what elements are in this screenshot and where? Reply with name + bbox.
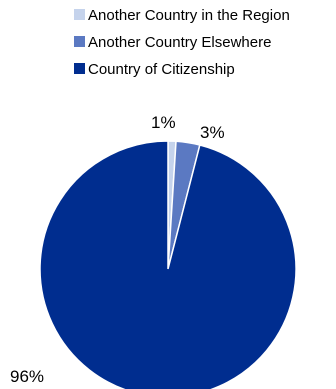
legend-item-citizenship: Country of Citizenship bbox=[74, 61, 235, 78]
legend-swatch-region bbox=[74, 9, 85, 20]
legend-item-elsewhere: Another Country Elsewhere bbox=[74, 34, 271, 51]
legend-swatch-citizenship bbox=[74, 63, 85, 74]
pie-slice-citizenship bbox=[39, 140, 297, 389]
data-label-elsewhere: 3% bbox=[200, 123, 225, 142]
data-label-region: 1% bbox=[151, 113, 176, 132]
legend-item-region: Another Country in the Region bbox=[74, 7, 290, 24]
pie-slices bbox=[39, 140, 297, 389]
pie-data-labels: 1% 3% 96% bbox=[10, 113, 225, 386]
legend-swatch-elsewhere bbox=[74, 36, 85, 47]
legend-label-region: Another Country in the Region bbox=[88, 7, 290, 24]
legend-label-citizenship: Country of Citizenship bbox=[88, 61, 235, 78]
legend-label-elsewhere: Another Country Elsewhere bbox=[88, 34, 271, 51]
chart-legend: Another Country in the Region Another Co… bbox=[74, 7, 290, 78]
data-label-citizenship: 96% bbox=[10, 367, 44, 386]
